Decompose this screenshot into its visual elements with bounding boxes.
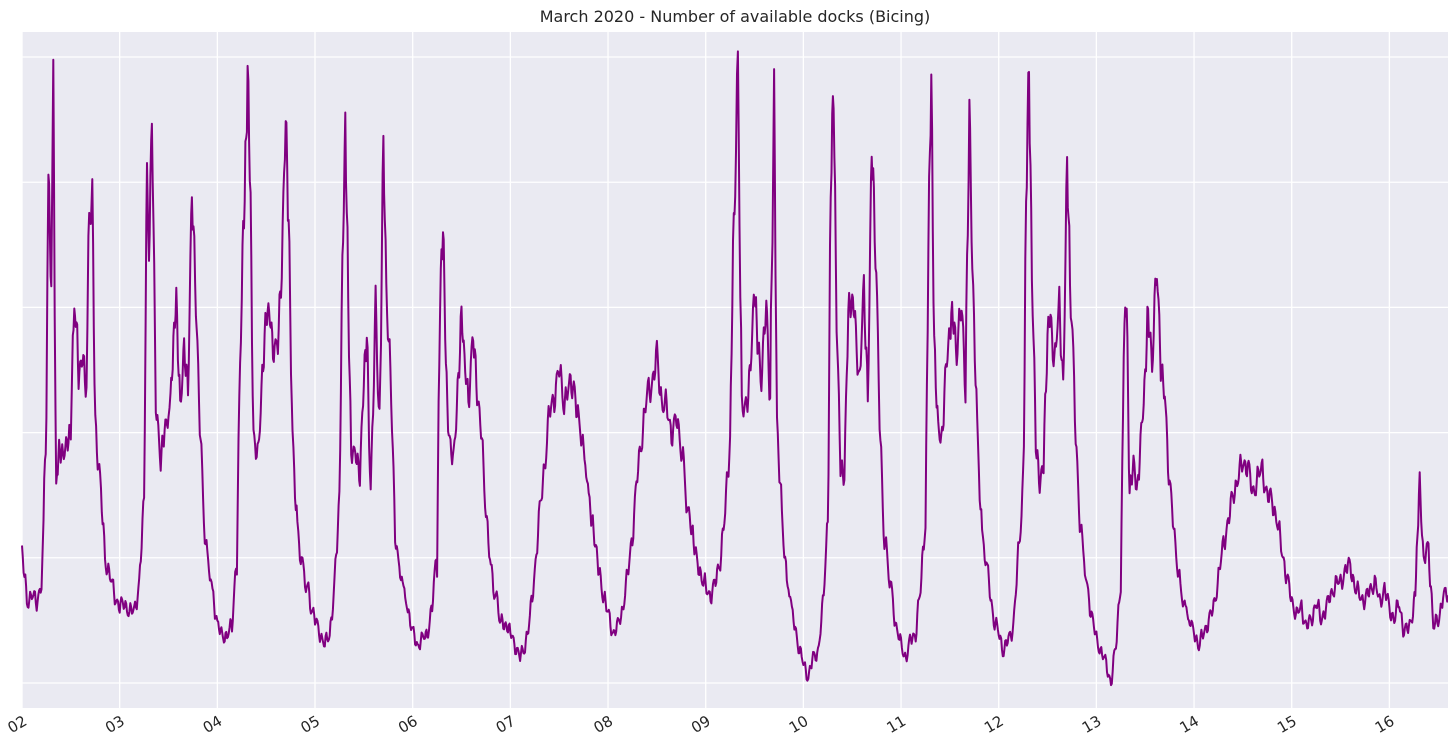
x-tick-label: 15 xyxy=(1274,712,1300,737)
series-line-0 xyxy=(21,50,1448,687)
x-tick-label: 07 xyxy=(493,712,519,737)
x-tick-label: 16 xyxy=(1372,712,1398,737)
x-tick-label: 10 xyxy=(786,712,812,737)
plot-area xyxy=(22,32,1448,708)
x-axis-ticks: 02 03 04 05 06 07 08 09 10 11 12 13 14 15 16 xyxy=(4,712,1397,737)
x-tick-label: 13 xyxy=(1079,712,1105,737)
x-tick-label: 06 xyxy=(395,712,421,737)
x-tick-label: 08 xyxy=(590,712,616,737)
x-tick-label: 03 xyxy=(102,712,128,737)
x-tick-label: 14 xyxy=(1177,712,1203,737)
x-tick-label: 11 xyxy=(884,712,910,737)
x-tick-label: 12 xyxy=(981,712,1007,737)
chart-title: March 2020 - Number of available docks (… xyxy=(540,7,931,26)
series-layer xyxy=(21,50,1448,687)
x-tick-label: 05 xyxy=(297,712,323,737)
x-tick-label: 04 xyxy=(200,712,226,737)
x-tick-label: 02 xyxy=(4,712,30,737)
x-tick-label: 09 xyxy=(688,712,714,737)
